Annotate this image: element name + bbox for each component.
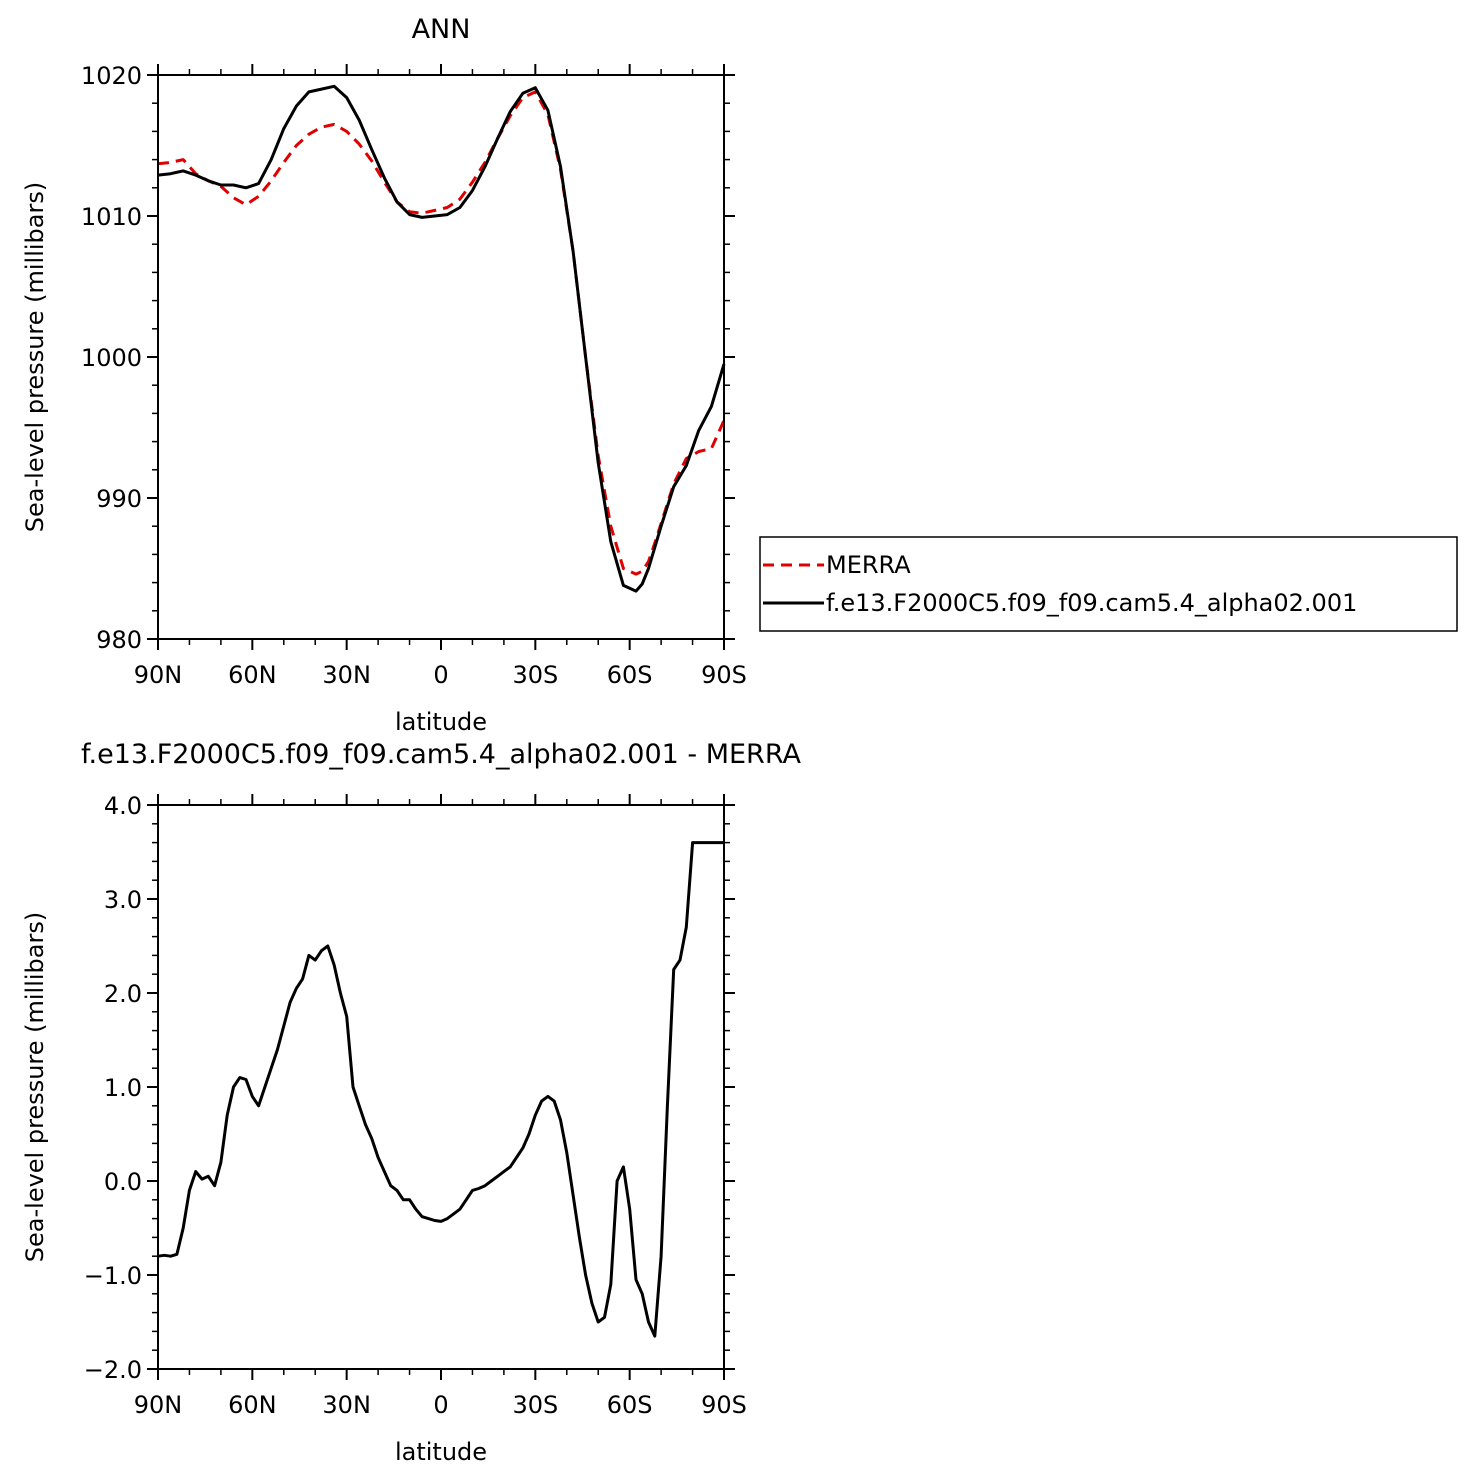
top-plot-frame	[157, 74, 725, 640]
top-chart-title: ANN	[412, 14, 471, 45]
bottom-x-tick-label: 90N	[134, 1391, 183, 1419]
legend: MERRA f.e13.F2000C5.f09_f09.cam5.4_alpha…	[759, 536, 1458, 632]
bottom-chart-title: f.e13.F2000C5.f09_f09.cam5.4_alpha02.001…	[81, 739, 801, 770]
top-y-tick-label: 1000	[81, 344, 142, 372]
top-x-tick-label: 60N	[228, 661, 277, 689]
bottom-y-tick-label: 1.0	[104, 1074, 142, 1102]
top-y-tick-label: 980	[96, 626, 142, 654]
bottom-y-tick-label: 2.0	[104, 980, 142, 1008]
top-panel: ANN 90N 60N 30N 0 30S 60S 90S 980 990 1000 1010 102…	[21, 14, 1458, 736]
top-x-tick-label: 30N	[322, 661, 371, 689]
top-y-tick-label: 990	[96, 485, 142, 513]
bottom-x-tick-label: 0	[433, 1391, 448, 1419]
legend-box	[759, 536, 1458, 632]
top-x-axis-label: latitude	[395, 708, 487, 736]
legend-label-merra: MERRA	[826, 551, 911, 579]
top-y-axis-label: Sea-level pressure (millibars)	[21, 182, 49, 532]
top-x-tick-label: 0	[433, 661, 448, 689]
top-x-tick-label: 90S	[701, 661, 747, 689]
top-x-tick-label: 30S	[512, 661, 558, 689]
top-y-tick-label: 1010	[81, 203, 142, 231]
bottom-x-tick-label: 60N	[228, 1391, 277, 1419]
bottom-y-tick-label: −1.0	[84, 1262, 142, 1290]
legend-label-model: f.e13.F2000C5.f09_f09.cam5.4_alpha02.001	[826, 589, 1357, 617]
bottom-x-axis-label: latitude	[395, 1438, 487, 1466]
bottom-y-tick-label: −2.0	[84, 1356, 142, 1384]
bottom-plot-area: 90N 60N 30N 0 30S 60S 90S −2.0 −1.0 0.0 1.0 2.0 3.0 4…	[84, 792, 747, 1419]
top-series-line-1	[157, 84, 726, 593]
top-y-tick-label: 1020	[81, 62, 142, 90]
bottom-x-tick-label: 30N	[322, 1391, 371, 1419]
top-x-tick-label: 90N	[134, 661, 183, 689]
bottom-y-axis-label: Sea-level pressure (millibars)	[21, 912, 49, 1262]
bottom-x-tick-label: 30S	[512, 1391, 558, 1419]
top-plot-area: 90N 60N 30N 0 30S 60S 90S 980 990 1000 1010 1020	[81, 62, 747, 689]
top-x-tick-label: 60S	[607, 661, 653, 689]
bottom-plot-frame	[157, 804, 725, 1370]
top-series-line-0	[157, 90, 726, 576]
bottom-x-tick-label: 90S	[701, 1391, 747, 1419]
bottom-y-tick-label: 0.0	[104, 1168, 142, 1196]
bottom-panel: f.e13.F2000C5.f09_f09.cam5.4_alpha02.001…	[21, 739, 801, 1466]
bottom-x-tick-label: 60S	[607, 1391, 653, 1419]
bottom-series-line-0	[157, 841, 724, 1338]
bottom-y-tick-label: 4.0	[104, 792, 142, 820]
bottom-y-tick-label: 3.0	[104, 886, 142, 914]
